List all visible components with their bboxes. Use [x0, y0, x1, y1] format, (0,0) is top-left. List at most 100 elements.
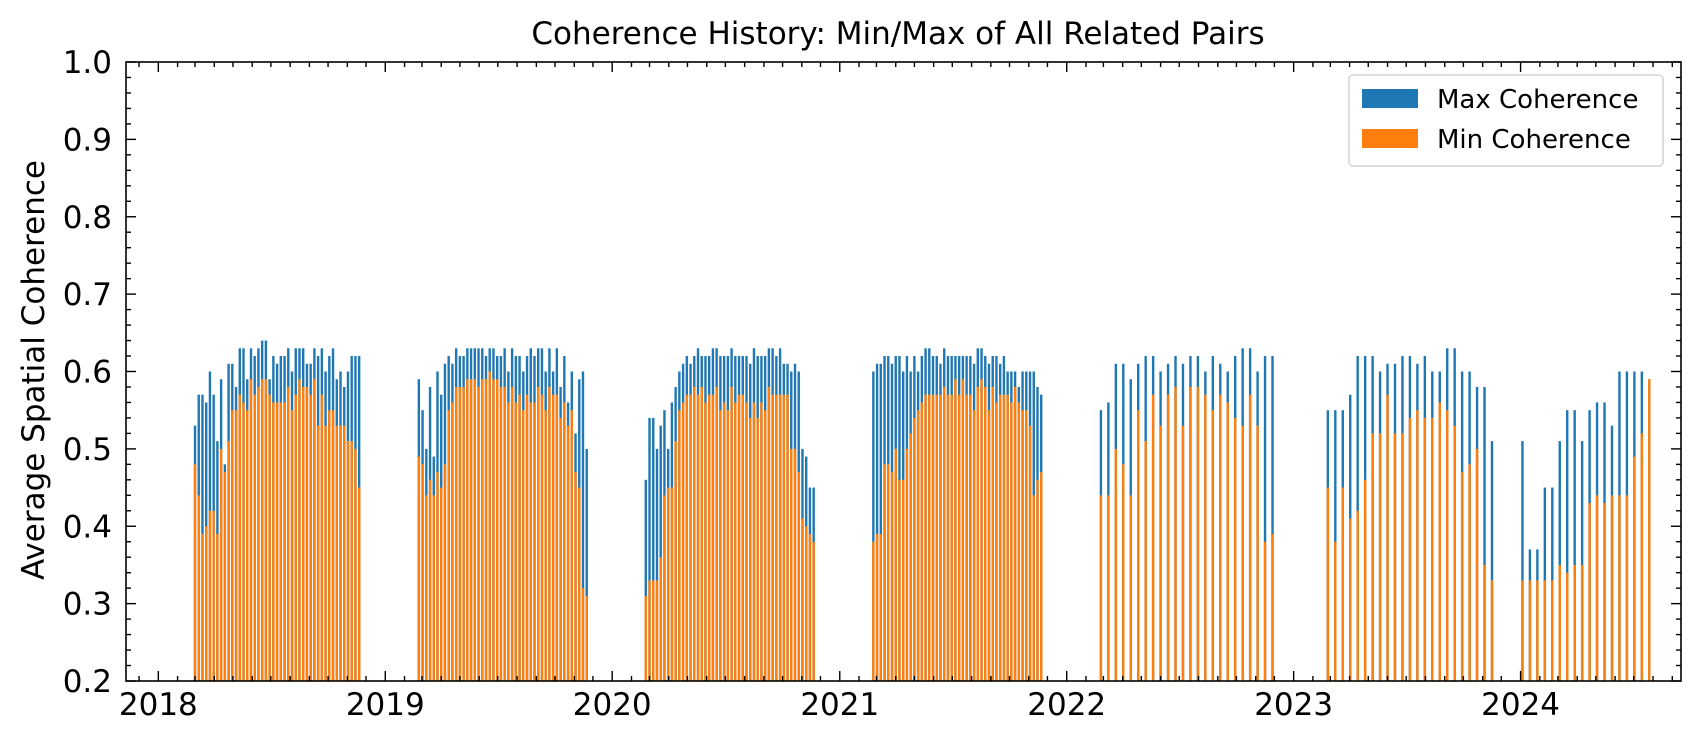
bar-min-coherence — [324, 425, 327, 681]
bar-min-coherence — [1460, 472, 1464, 681]
bar-min-coherence — [726, 410, 730, 681]
bar-min-coherence — [1204, 394, 1207, 681]
bar-min-coherence — [805, 526, 808, 681]
bar-min-coherence — [1107, 495, 1110, 681]
bar-min-coherence — [957, 394, 961, 681]
bar-min-coherence — [719, 410, 722, 681]
bar-min-coherence — [745, 402, 748, 681]
bar-min-coherence — [1603, 503, 1606, 681]
bar-min-coherence — [946, 394, 950, 681]
bar-min-coherence — [689, 394, 692, 681]
bar-min-coherence — [913, 417, 916, 681]
bar-min-coherence — [436, 472, 439, 681]
legend-label-max: Max Coherence — [1437, 85, 1638, 115]
y-tick-label: 0.3 — [63, 587, 112, 623]
bar-min-coherence — [652, 580, 655, 681]
bar-min-coherence — [1648, 379, 1651, 681]
bar-min-coherence — [1446, 410, 1449, 681]
bar-min-coherence — [518, 394, 521, 681]
bar-min-coherence — [976, 386, 979, 681]
bar-min-coherence — [708, 394, 711, 681]
bar-min-coherence — [1189, 386, 1192, 681]
legend-swatch-min — [1362, 129, 1418, 148]
bar-min-coherence — [1633, 456, 1636, 681]
bar-min-coherence — [544, 410, 547, 681]
bar-min-coherence — [991, 386, 994, 681]
bar-min-coherence — [212, 510, 215, 681]
bar-min-coherence — [1151, 394, 1155, 681]
bar-min-coherence — [481, 379, 484, 681]
bar-min-coherence — [581, 588, 585, 681]
bar-min-coherence — [965, 394, 968, 681]
bar-min-coherence — [909, 433, 912, 681]
bar-min-coherence — [722, 402, 726, 681]
bar-min-coherence — [309, 394, 312, 681]
bar-min-coherence — [208, 510, 212, 681]
bar-min-coherence — [793, 448, 797, 682]
bar-min-coherence — [648, 580, 651, 681]
bar-min-coherence — [525, 394, 529, 681]
bar-min-coherence — [466, 379, 469, 681]
bar-min-coherence — [357, 487, 361, 681]
bar-min-coherence — [1640, 433, 1644, 681]
legend-swatch-max — [1362, 89, 1418, 108]
bar-min-coherence — [231, 410, 234, 681]
bar-min-coherence — [1248, 394, 1252, 681]
bar-min-coherence — [711, 394, 715, 681]
bar-min-coherence — [931, 394, 935, 681]
bar-min-coherence — [1371, 433, 1374, 681]
bar-min-coherence — [752, 402, 756, 681]
bar-min-coherence — [339, 425, 342, 681]
bar-min-coherence — [775, 394, 778, 681]
bar-min-coherence — [287, 386, 290, 681]
bar-max-coherence — [879, 363, 883, 681]
bar-min-coherence — [693, 386, 696, 681]
bar-max-coherence — [872, 371, 875, 681]
bar-min-coherence — [1129, 495, 1132, 681]
bar-min-coherence — [548, 386, 551, 681]
bar-min-coherence — [216, 533, 219, 681]
bar-max-coherence — [644, 479, 647, 681]
bar-min-coherence — [246, 410, 249, 681]
bar-min-coherence — [916, 410, 920, 681]
bar-min-coherence — [1431, 417, 1434, 681]
bar-min-coherence — [1618, 495, 1621, 681]
bar-min-coherence — [1226, 402, 1229, 681]
bar-min-coherence — [1356, 510, 1359, 681]
bar-max-coherence — [659, 425, 662, 681]
bar-min-coherence — [495, 379, 499, 681]
bar-min-coherence — [205, 526, 208, 681]
legend: Max Coherence Min Coherence — [1348, 74, 1664, 167]
bar-min-coherence — [730, 386, 733, 681]
bar-min-coherence — [428, 479, 432, 681]
bar-min-coherence — [771, 394, 774, 681]
bar-min-coherence — [1580, 564, 1584, 681]
bar-min-coherence — [484, 379, 488, 681]
bar-max-coherence — [652, 417, 655, 681]
bar-min-coherence — [563, 402, 566, 681]
bar-min-coherence — [749, 417, 752, 681]
bar-min-coherence — [801, 518, 804, 681]
x-tick-label: 2019 — [346, 687, 425, 723]
bar-min-coherence — [1521, 580, 1524, 681]
bar-min-coherence — [522, 410, 525, 681]
bar-min-coherence — [316, 425, 320, 681]
bar-min-coherence — [1393, 433, 1397, 681]
legend-box — [1348, 74, 1664, 167]
bar-min-coherence — [1558, 564, 1561, 681]
bar-min-coherence — [533, 402, 536, 681]
bar-max-coherence — [1271, 356, 1274, 681]
y-tick-label: 0.2 — [63, 664, 112, 700]
bar-min-coherence — [1256, 425, 1259, 681]
bar-min-coherence — [1006, 394, 1009, 681]
bar-min-coherence — [313, 379, 316, 681]
bar-min-coherence — [901, 479, 905, 681]
bar-min-coherence — [1401, 433, 1404, 681]
bar-min-coherence — [1363, 479, 1367, 681]
bar-min-coherence — [961, 379, 965, 681]
bar-min-coherence — [1326, 487, 1330, 681]
bar-min-coherence — [540, 394, 544, 681]
bar-min-coherence — [741, 394, 744, 681]
bar-min-coherence — [1610, 495, 1614, 681]
bar-min-coherence — [685, 394, 689, 681]
